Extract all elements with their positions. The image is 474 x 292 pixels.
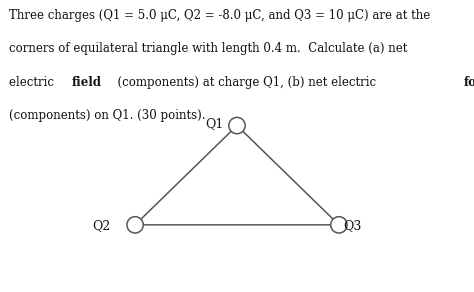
Text: (components) on Q1. (30 points).: (components) on Q1. (30 points). xyxy=(9,110,205,123)
Ellipse shape xyxy=(229,117,245,134)
Ellipse shape xyxy=(127,217,143,233)
Text: Q2: Q2 xyxy=(92,219,111,232)
Text: force: force xyxy=(463,76,474,89)
Text: Q1: Q1 xyxy=(206,118,224,131)
Ellipse shape xyxy=(331,217,347,233)
Text: field: field xyxy=(72,76,101,89)
Text: Three charges (Q1 = 5.0 μC, Q2 = -8.0 μC, and Q3 = 10 μC) are at the: Three charges (Q1 = 5.0 μC, Q2 = -8.0 μC… xyxy=(9,9,430,22)
Text: (components) at charge Q1, (b) net electric: (components) at charge Q1, (b) net elect… xyxy=(110,76,384,89)
Text: Q3: Q3 xyxy=(344,219,362,232)
Text: corners of equilateral triangle with length 0.4 m.  Calculate (a) net: corners of equilateral triangle with len… xyxy=(9,42,407,55)
Text: electric: electric xyxy=(9,76,57,89)
